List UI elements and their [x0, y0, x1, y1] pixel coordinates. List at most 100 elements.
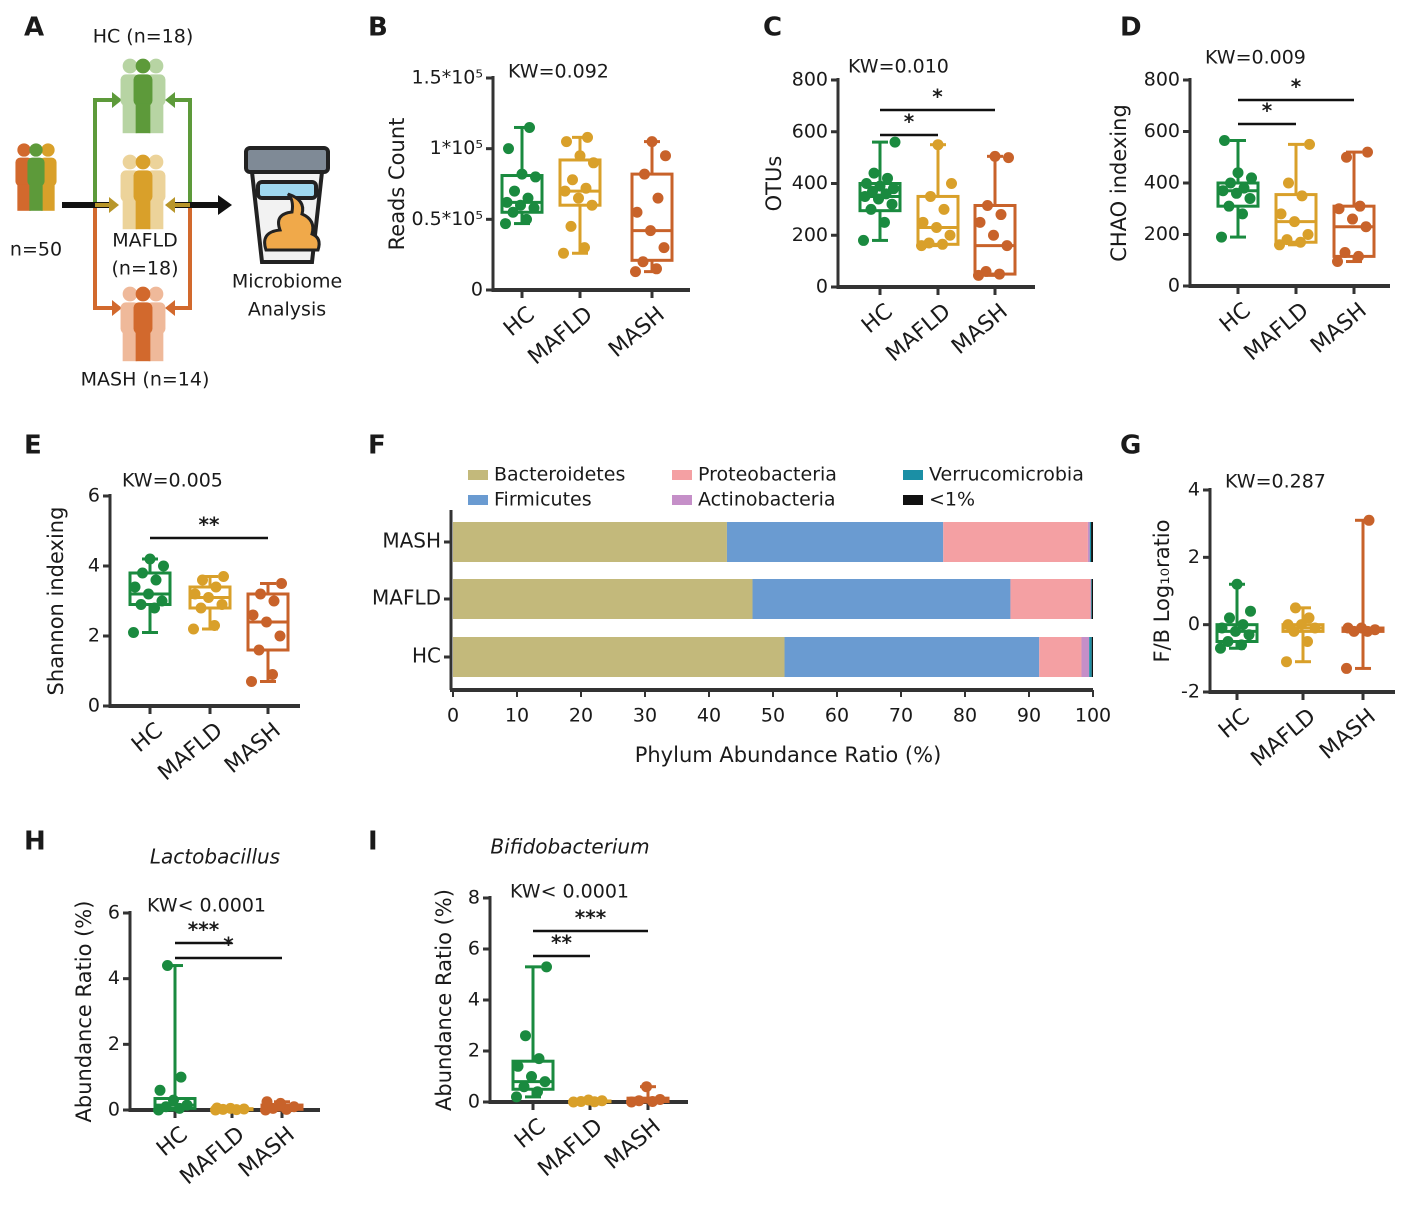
person-head	[122, 58, 138, 74]
person-head	[122, 286, 138, 302]
data-point	[1339, 247, 1351, 259]
data-point	[512, 1060, 524, 1072]
data-point	[994, 268, 1005, 280]
data-point	[886, 198, 898, 210]
data-point	[637, 256, 649, 268]
significance-label: *	[904, 110, 915, 134]
data-point	[573, 192, 584, 204]
y-tick-label: 2	[108, 1033, 120, 1055]
data-point	[1360, 221, 1372, 233]
data-point	[923, 237, 935, 249]
bar-segment	[784, 637, 1040, 677]
data-point	[276, 578, 287, 589]
data-point	[1001, 240, 1013, 252]
person-head	[122, 154, 138, 170]
x-tick-label: MAFLD	[534, 1114, 608, 1182]
data-point	[274, 630, 286, 642]
y-tick-label: 0	[816, 276, 828, 298]
person-legs	[148, 199, 164, 230]
data-point	[1232, 167, 1244, 179]
data-point	[1333, 203, 1345, 215]
data-point	[203, 592, 214, 603]
data-point	[225, 1102, 236, 1114]
bar-segment	[1091, 579, 1093, 619]
y-tick-label: 600	[792, 120, 828, 142]
data-point	[868, 167, 880, 179]
data-point	[1369, 624, 1381, 636]
annotation: KW=0.009	[1205, 47, 1306, 69]
x-tick-label: HC	[127, 718, 168, 758]
bar-segment	[726, 522, 944, 562]
mafld-n-label: (n=18)	[112, 258, 179, 280]
y-tick-label: 0.5*10⁵	[411, 208, 483, 230]
panel-label: G	[1120, 431, 1141, 461]
data-point	[268, 595, 280, 607]
data-point	[558, 247, 569, 259]
bar-segment	[1091, 579, 1092, 619]
bar-segment	[943, 522, 1088, 562]
data-point	[211, 1102, 223, 1114]
x-tick-label: HC	[499, 302, 540, 342]
data-point	[588, 157, 599, 169]
legend-label: Firmicutes	[494, 489, 592, 511]
y-tick-label: 0	[468, 1091, 480, 1113]
data-point	[253, 644, 265, 656]
data-point	[195, 602, 207, 614]
x-axis-label: Phylum Abundance Ratio (%)	[635, 743, 942, 767]
x-tick-label: HC	[857, 299, 898, 339]
data-point	[1295, 236, 1306, 248]
x-tick-label: MAFLD	[1247, 704, 1321, 772]
data-point	[515, 199, 526, 211]
bar-segment	[752, 579, 1011, 619]
panel-label: I	[368, 827, 378, 857]
y-tick-label: MASH	[382, 529, 441, 553]
data-point	[1231, 578, 1243, 590]
person-legs	[135, 331, 151, 362]
person-head	[135, 286, 151, 302]
annotation: KW=0.092	[508, 61, 609, 83]
data-point	[559, 185, 571, 197]
person-legs	[29, 184, 43, 211]
data-point	[216, 599, 228, 610]
data-point	[1224, 612, 1235, 624]
person-legs	[135, 199, 151, 230]
data-point	[541, 961, 552, 973]
annotation: KW< 0.0001	[147, 895, 266, 917]
legend-swatch	[672, 495, 692, 505]
bar-segment	[453, 522, 727, 562]
x-tick-label: MASH	[947, 299, 1013, 360]
person-legs	[122, 331, 138, 362]
mash-label: MASH (n=14)	[81, 369, 210, 391]
data-point	[501, 196, 513, 208]
data-point	[511, 1091, 522, 1103]
data-point	[646, 136, 658, 148]
y-tick-label: MAFLD	[372, 586, 441, 610]
y-axis-label: Abundance Ratio (%)	[432, 889, 456, 1111]
data-point	[1296, 190, 1308, 202]
legend-swatch	[903, 470, 923, 480]
data-point	[633, 1095, 645, 1107]
data-point	[946, 178, 957, 189]
y-tick-label: 400	[792, 172, 828, 194]
panel-label: A	[24, 13, 44, 43]
data-point	[1302, 636, 1313, 647]
x-tick-label: 20	[569, 705, 593, 727]
bar-segment	[1089, 522, 1092, 562]
data-point	[288, 1101, 300, 1113]
y-axis-label: F/B Log₁₀ratio	[1150, 519, 1174, 662]
data-point	[858, 234, 869, 246]
significance-label: *	[223, 933, 234, 957]
data-point	[135, 599, 147, 610]
y-axis-label: CHAO indexing	[1107, 104, 1131, 262]
significance-label: *	[1262, 99, 1273, 123]
data-point	[1332, 256, 1343, 268]
mafld-label: MAFLD	[112, 230, 178, 252]
y-tick-label: 1*10⁵	[430, 137, 483, 159]
data-point	[516, 168, 528, 180]
x-tick-label: MAFLD	[1240, 298, 1314, 366]
data-point	[238, 1103, 250, 1115]
y-tick-label: 4	[1188, 479, 1200, 501]
significance-label: **	[199, 513, 220, 537]
person-head	[41, 143, 55, 157]
data-point	[1362, 146, 1373, 158]
